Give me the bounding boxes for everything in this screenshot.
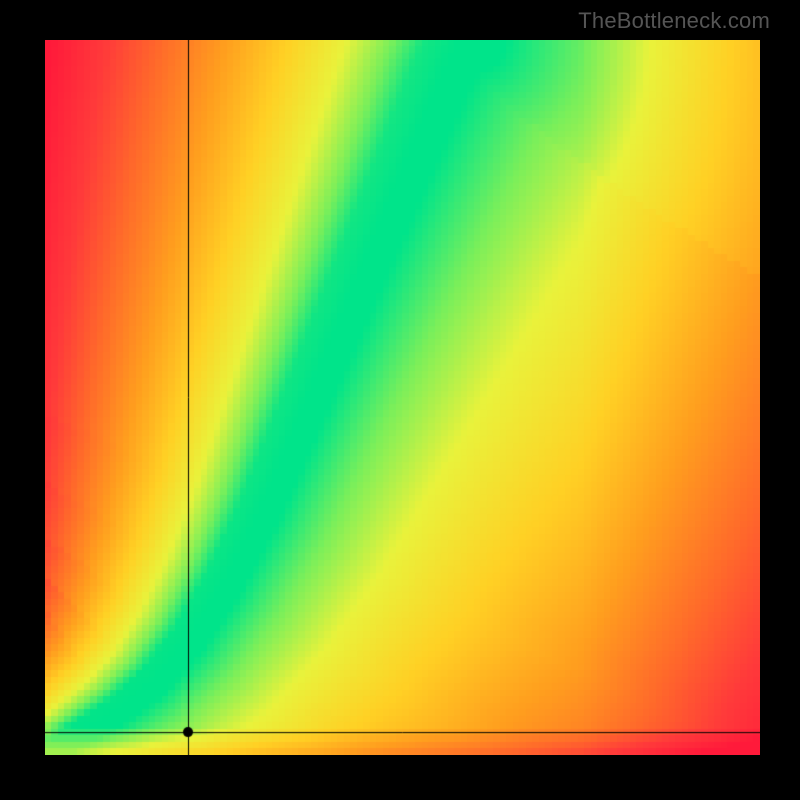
bottleneck-heatmap	[45, 40, 760, 755]
watermark-text: TheBottleneck.com	[578, 8, 770, 34]
figure-container: TheBottleneck.com	[0, 0, 800, 800]
